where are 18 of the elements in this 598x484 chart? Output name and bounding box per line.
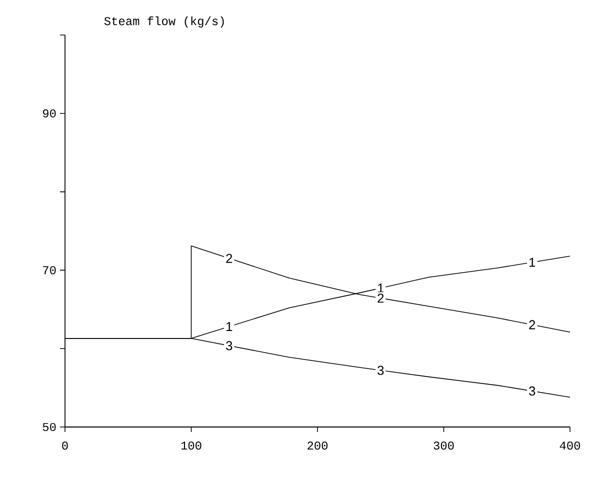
series-label: 3 [378,366,384,375]
series-label: 2 [529,320,536,330]
x-tick-label: 300 [434,442,454,450]
text: 3 [226,341,232,350]
text: 3 [529,386,536,396]
x-tick-label: 100 [181,442,202,450]
text: 2 [226,254,232,263]
y-tick-label: 90 [42,109,56,118]
y-axis-title: Steam flow (kg/s) [104,16,224,28]
series-label: 1 [530,258,536,267]
text: 1 [378,284,384,293]
text: 2 [378,294,384,303]
text: 1 [226,322,232,332]
x-tick-label: 400 [560,442,580,450]
x-tick-label: 200 [308,442,328,450]
y-tick-label: 50 [42,422,56,432]
y-tick-label: 70 [43,266,56,274]
x-tick-label: 0 [62,442,68,450]
